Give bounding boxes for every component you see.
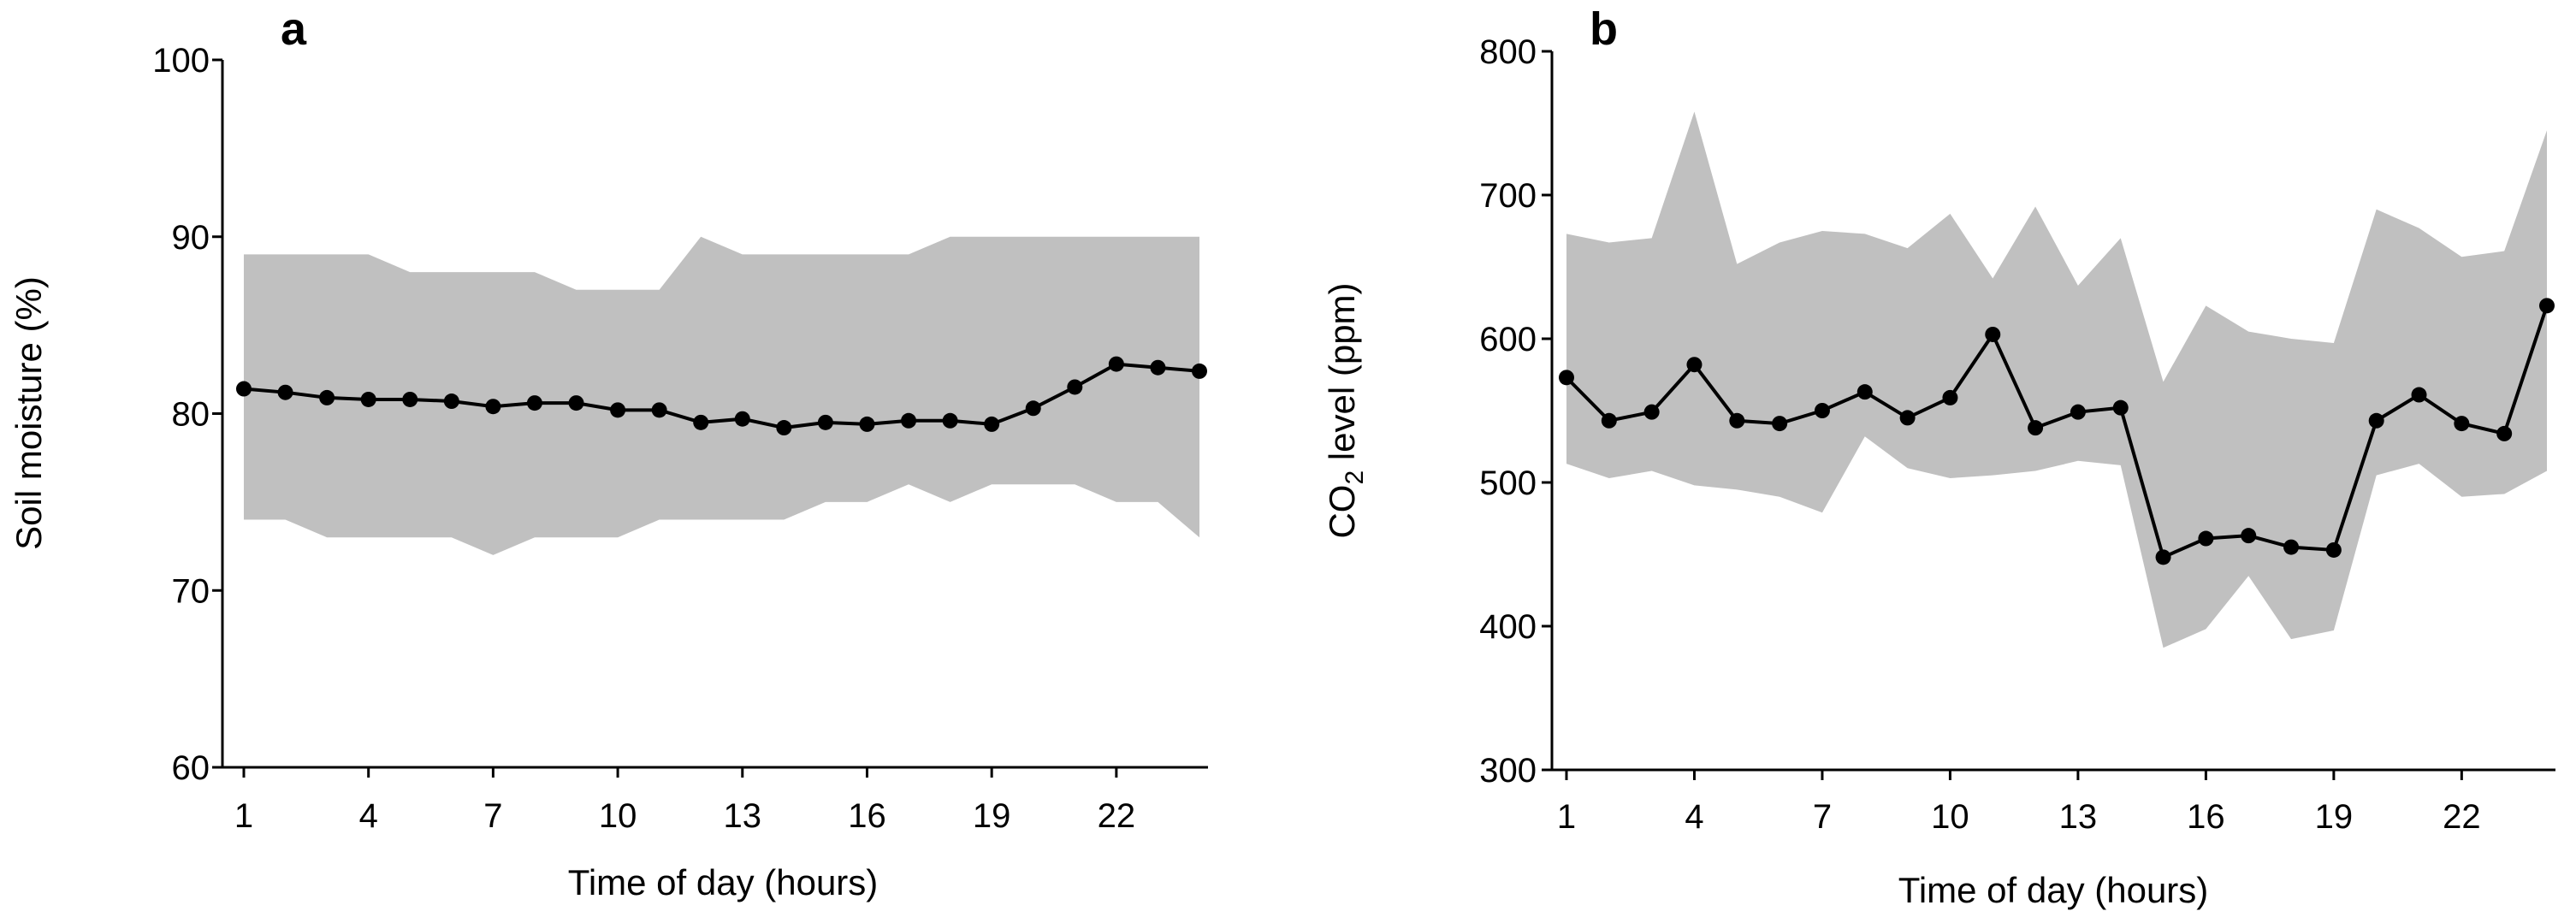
panel-a-data-points <box>236 356 1207 436</box>
panel-a-data-point <box>859 416 875 432</box>
panel-b-x-tick-label: 1 <box>1557 798 1576 836</box>
panel-a-data-point <box>485 399 501 415</box>
panel-b-series-line <box>1565 305 2549 560</box>
panel-a-x-tick-label: 16 <box>848 797 886 835</box>
panel-b-y-tick-label: 800 <box>1479 33 1537 71</box>
chart-panel-b: 300 400 500 600 700 800 1 4 7 10 13 16 19 22 b Time … <box>1322 3 2555 910</box>
panel-a-data-point <box>360 391 376 407</box>
panel-b-x-tick-label: 22 <box>2443 798 2481 836</box>
panel-a-data-point <box>236 381 252 397</box>
panel-a-data-point <box>402 391 418 407</box>
panel-b-data-point <box>2539 298 2555 314</box>
panel-b-data-point <box>1942 389 1958 405</box>
panel-b-x-tick-label: 10 <box>1931 798 1969 836</box>
panel-a-x-tick-label: 1 <box>234 797 253 835</box>
panel-b-y-title-prefix: CO <box>1322 485 1362 539</box>
panel-b-y-title-suffix: level (ppm) <box>1322 282 1362 470</box>
panel-b-data-points <box>1559 298 2555 565</box>
panel-a-data-point <box>568 395 584 411</box>
panel-a-data-point <box>277 384 293 400</box>
panel-a-y-axis-title: Soil moisture (%) <box>9 276 49 550</box>
panel-a-data-point <box>1067 379 1083 395</box>
panel-b-data-point <box>2198 530 2214 547</box>
panel-a-data-point <box>526 395 542 411</box>
panel-a-x-tick-label: 13 <box>724 797 762 835</box>
panel-b-data-point <box>1601 412 1617 429</box>
panel-b-y-tick-label: 500 <box>1479 464 1537 502</box>
panel-b-x-tick-label: 13 <box>2059 798 2098 836</box>
panel-b-x-tick-label: 7 <box>1813 798 1832 836</box>
panel-b-x-tick-label: 16 <box>2187 798 2225 836</box>
panel-b-range-band <box>1566 111 2547 648</box>
panel-b-data-point <box>1985 326 2001 342</box>
panel-b-y-title-subscript: 2 <box>1341 470 1369 485</box>
panel-b-series-line-group <box>1565 305 2549 560</box>
panel-a-data-point <box>776 420 792 436</box>
panel-b-data-point <box>2112 399 2129 416</box>
panel-b-x-ticks: 1 4 7 10 13 16 19 22 <box>1557 770 2481 836</box>
panel-a-x-tick-label: 7 <box>483 797 502 835</box>
panel-a-data-point <box>651 402 667 418</box>
panel-a-data-point <box>319 389 335 405</box>
panel-b-data-point <box>1559 370 1574 386</box>
panel-a-data-point <box>1192 363 1207 379</box>
panel-b-x-tick-label: 19 <box>2315 798 2354 836</box>
panel-a-data-point <box>1108 356 1124 372</box>
panel-a-data-point <box>610 402 626 418</box>
panel-b-data-point <box>2454 416 2470 432</box>
panel-a-data-point <box>443 393 459 410</box>
panel-a-data-point <box>693 414 709 430</box>
panel-b-y-ticks: 300 400 500 600 700 800 <box>1479 33 1552 790</box>
panel-a-data-point <box>734 411 750 427</box>
panel-a-x-axis-title: Time of day (hours) <box>568 862 879 902</box>
panel-b-y-tick-label: 700 <box>1479 177 1537 215</box>
panel-b-data-point <box>1686 357 1703 373</box>
panel-b-data-point <box>2325 541 2342 558</box>
panel-b-data-point <box>1772 416 1788 432</box>
panel-a-y-tick-label: 100 <box>152 42 210 80</box>
panel-b-data-point <box>2283 539 2300 555</box>
chart-panel-a: 60 70 80 90 100 1 4 7 10 13 16 19 22 a Time of day … <box>9 3 1208 902</box>
panel-a-x-tick-label: 19 <box>973 797 1011 835</box>
panel-a-data-point <box>817 414 833 430</box>
panel-a-x-tick-label: 4 <box>359 797 378 835</box>
panel-a-x-tick-label: 22 <box>1098 797 1136 835</box>
panel-b-label: b <box>1590 3 1618 55</box>
panel-a-y-tick-label: 80 <box>172 396 210 434</box>
panel-b-data-point <box>2368 412 2384 429</box>
panel-a-x-ticks: 1 4 7 10 13 16 19 22 <box>234 767 1135 835</box>
panel-a-data-point <box>901 412 917 429</box>
panel-a-y-tick-label: 60 <box>172 749 210 787</box>
panel-a-data-point <box>984 416 1000 432</box>
panel-b-y-tick-label: 400 <box>1479 608 1537 646</box>
panel-a-y-tick-label: 90 <box>172 219 210 257</box>
panel-b-data-point <box>1856 384 1873 400</box>
panel-a-data-point <box>1150 359 1166 376</box>
panel-b-y-tick-label: 600 <box>1479 321 1537 358</box>
panel-a-data-point <box>1025 400 1041 417</box>
panel-b-data-point <box>1899 410 1916 426</box>
panel-b-y-tick-label: 300 <box>1479 752 1537 790</box>
panel-b-data-point <box>1814 403 1830 418</box>
panel-b-data-point <box>2028 420 2044 436</box>
panel-a-label: a <box>281 3 307 55</box>
panel-b-y-axis-title: CO2 level (ppm) <box>1322 282 1369 538</box>
panel-b-x-axis-title: Time of day (hours) <box>1898 870 2209 910</box>
panel-b-data-point <box>2411 387 2427 403</box>
panel-b-data-point <box>2496 425 2513 441</box>
panel-b-data-point <box>2070 404 2086 420</box>
panel-a-data-point <box>942 412 958 429</box>
panel-b-data-point <box>2241 528 2257 544</box>
panel-a-y-ticks: 60 70 80 90 100 <box>152 42 222 787</box>
panel-a-y-tick-label: 70 <box>172 572 210 610</box>
panel-b-data-point <box>1643 404 1660 420</box>
panel-a-x-tick-label: 10 <box>599 797 637 835</box>
panel-b-x-tick-label: 4 <box>1685 798 1703 836</box>
panel-a-range-band <box>244 236 1199 555</box>
panel-b-data-point <box>1729 412 1745 429</box>
panel-b-data-point <box>2155 549 2171 565</box>
